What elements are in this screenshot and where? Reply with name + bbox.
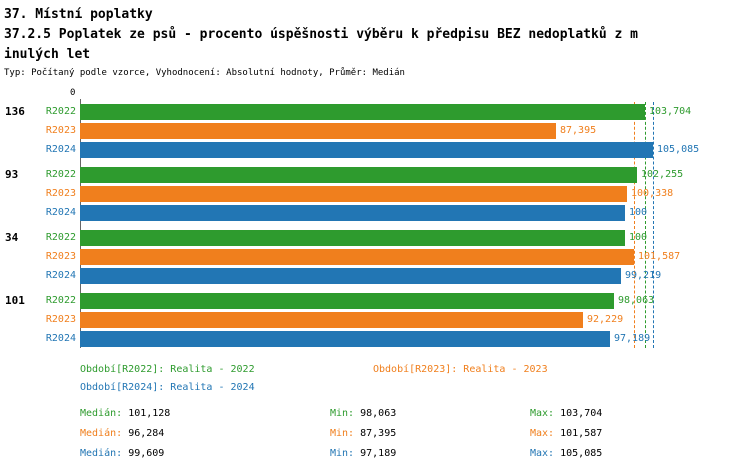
bar (80, 185, 627, 202)
bar-row: R2024 97,189 (0, 329, 750, 348)
stats-row-r2023: Medián: 96,284 Min: 87,395 Max: 101,587 (80, 428, 750, 448)
bar-value-label: 102,255 (641, 169, 684, 180)
series-label: R2023 (45, 251, 76, 262)
max-label: Max: (530, 408, 555, 419)
bar-row: 34 R2022 100 (0, 228, 750, 247)
bar-row: 101 R2022 98,063 (0, 291, 750, 310)
series-label: R2024 (45, 144, 76, 155)
bar (80, 311, 583, 328)
y-axis-line (80, 99, 81, 348)
bar (80, 166, 637, 183)
legend-r2022: Období[R2022]: Realita - 2022 (80, 364, 255, 375)
bar (80, 248, 634, 265)
series-label: R2023 (45, 188, 76, 199)
stats-summary: Medián: 101,128 Min: 98,063 Max: 103,704 M… (80, 408, 750, 468)
bar-row: 136 R2022 103,704 (0, 102, 750, 121)
bar (80, 292, 614, 309)
bar-group: 101 R2022 98,063 R2023 92,229 R2024 97,189 (0, 291, 750, 348)
bar-value-label: 92,229 (587, 314, 624, 325)
axis-origin-label: 0 (70, 88, 76, 98)
bar-value-label: 100,338 (631, 188, 674, 199)
bar-rows: 136 R2022 103,704 R2023 87,395 R2024 105,085 93… (0, 102, 750, 348)
bar-row: R2024 99,219 (0, 266, 750, 285)
report-subtitle: Typ: Počítaný podle vzorce, Vyhodnocení:… (4, 68, 405, 78)
group-label: 93 (5, 168, 19, 181)
report-title-line2: 37.2.5 Poplatek ze psů - procento úspěšn… (4, 27, 638, 42)
series-label: R2022 (45, 295, 76, 306)
group-label: 136 (5, 105, 25, 118)
max-label: Max: (530, 448, 555, 459)
legend-r2023: Období[R2023]: Realita - 2023 (373, 364, 548, 375)
bar (80, 141, 653, 158)
bar-value-label: 105,085 (657, 144, 700, 155)
group-label: 101 (5, 294, 25, 307)
min-value: 98,063 (360, 408, 397, 419)
bar-row: R2023 92,229 (0, 310, 750, 329)
bar (80, 122, 556, 139)
median-value: 96,284 (128, 428, 165, 439)
bar-group: 93 R2022 102,255 R2023 100,338 R2024 100 (0, 165, 750, 222)
bar-value-label: 103,704 (649, 106, 692, 117)
group-label: 34 (5, 231, 19, 244)
bar-value-label: 87,395 (560, 125, 597, 136)
report-title-line3: inulých let (4, 47, 91, 62)
bar-row: R2023 101,587 (0, 247, 750, 266)
median-label: Medián: (80, 448, 123, 459)
min-value: 87,395 (360, 428, 397, 439)
bar-value-label: 99,219 (625, 270, 662, 281)
bar-row: R2024 100 (0, 203, 750, 222)
series-label: R2022 (45, 232, 76, 243)
series-label: R2024 (45, 333, 76, 344)
bar-row: 93 R2022 102,255 (0, 165, 750, 184)
min-value: 97,189 (360, 448, 397, 459)
stats-row-r2024: Medián: 99,609 Min: 97,189 Max: 105,085 (80, 448, 750, 468)
series-label: R2023 (45, 314, 76, 325)
max-label: Max: (530, 428, 555, 439)
median-value: 99,609 (128, 448, 165, 459)
bar-value-label: 97,189 (614, 333, 651, 344)
series-label: R2022 (45, 169, 76, 180)
bar-group: 34 R2022 100 R2023 101,587 R2024 99,219 (0, 228, 750, 285)
bar (80, 204, 625, 221)
series-label: R2022 (45, 106, 76, 117)
bar-value-label: 98,063 (618, 295, 655, 306)
bar-group: 136 R2022 103,704 R2023 87,395 R2024 105,085 (0, 102, 750, 159)
bar-value-label: 100 (629, 232, 648, 243)
legend-r2024: Období[R2024]: Realita - 2024 (80, 382, 255, 393)
median-value: 101,128 (128, 408, 171, 419)
bar-row: R2023 100,338 (0, 184, 750, 203)
stats-row-r2022: Medián: 101,128 Min: 98,063 Max: 103,704 (80, 408, 750, 428)
bar (80, 267, 621, 284)
series-label: R2024 (45, 207, 76, 218)
legend: Období[R2022]: Realita - 2022 Období[R202… (80, 364, 750, 400)
min-label: Min: (330, 448, 355, 459)
median-label: Medián: (80, 408, 123, 419)
bar (80, 330, 610, 347)
median-label: Medián: (80, 428, 123, 439)
max-guide-line (634, 102, 635, 348)
max-value: 103,704 (560, 408, 603, 419)
max-value: 105,085 (560, 448, 603, 459)
bar (80, 229, 625, 246)
max-value: 101,587 (560, 428, 603, 439)
bar-value-label: 100 (629, 207, 648, 218)
min-label: Min: (330, 408, 355, 419)
bar-row: R2024 105,085 (0, 140, 750, 159)
series-label: R2024 (45, 270, 76, 281)
report-title-line1: 37. Místní poplatky (4, 7, 153, 22)
series-label: R2023 (45, 125, 76, 136)
max-guide-line (645, 102, 646, 348)
min-label: Min: (330, 428, 355, 439)
report-header: 37. Místní poplatky 37.2.5 Poplatek ze p… (0, 0, 750, 80)
max-guide-line (653, 102, 654, 348)
bar (80, 103, 645, 120)
bar-row: R2023 87,395 (0, 121, 750, 140)
bar-value-label: 101,587 (638, 251, 681, 262)
bar-chart: 0 136 R2022 103,704 R2023 87,395 R2024 105,085… (0, 88, 750, 348)
